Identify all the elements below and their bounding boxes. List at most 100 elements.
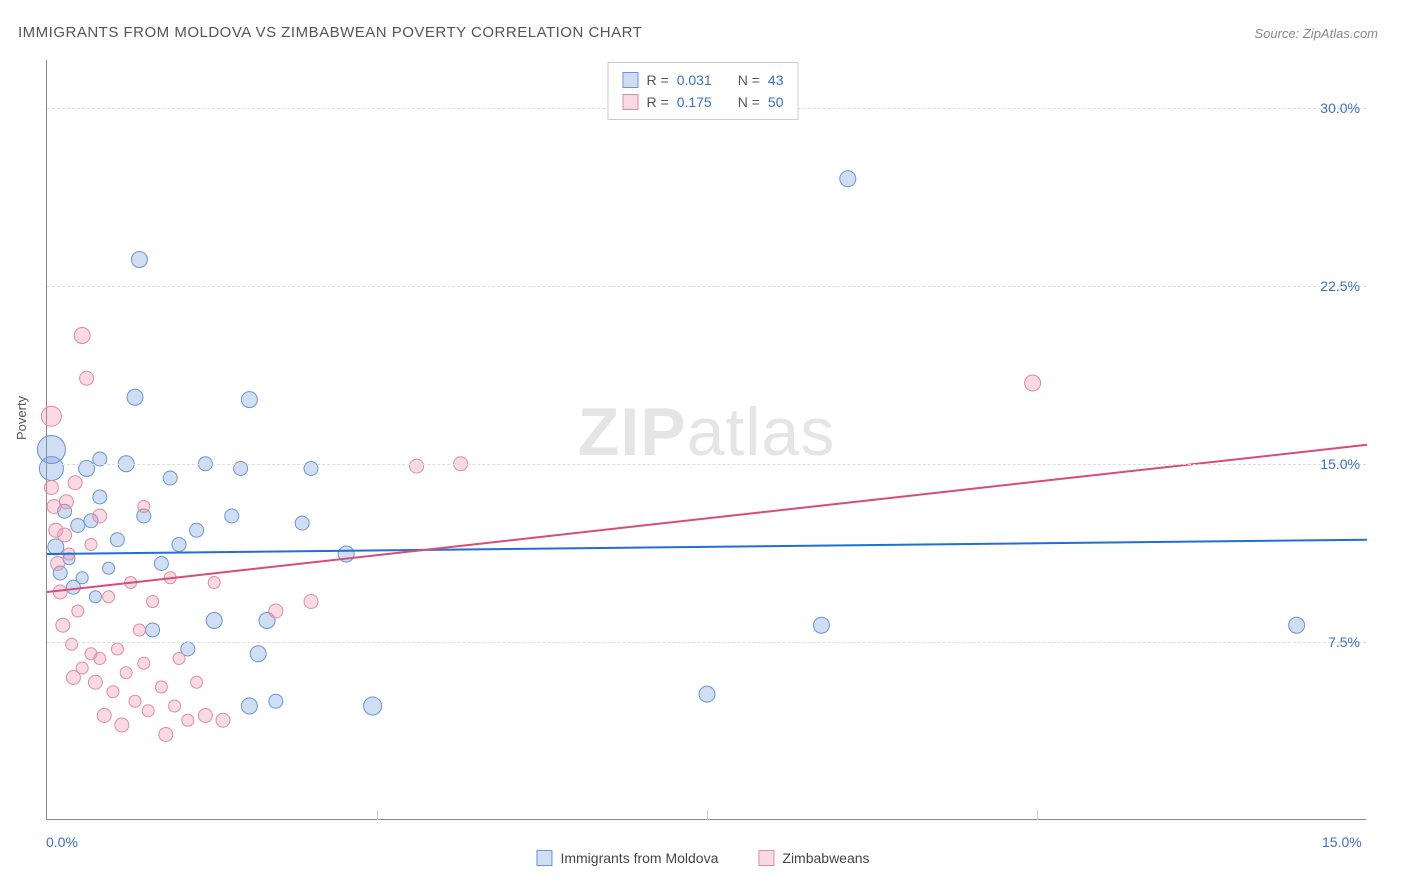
y-tick-label: 15.0%	[1310, 456, 1360, 472]
data-point	[169, 700, 181, 712]
data-point	[120, 667, 132, 679]
data-point	[364, 697, 382, 715]
data-point	[216, 713, 230, 727]
trend-line	[47, 540, 1367, 554]
data-point	[699, 686, 715, 702]
legend-swatch	[623, 72, 639, 88]
data-point	[146, 623, 160, 637]
r-label: R =	[647, 91, 669, 113]
data-point	[269, 694, 283, 708]
y-tick-label: 7.5%	[1310, 634, 1360, 650]
data-point	[107, 686, 119, 698]
data-point	[250, 646, 266, 662]
data-point	[131, 252, 147, 268]
data-point	[94, 653, 106, 665]
data-point	[76, 662, 88, 674]
y-axis-label: Poverty	[14, 396, 29, 440]
plot-svg	[47, 60, 1366, 819]
data-point	[241, 392, 257, 408]
data-point	[80, 371, 94, 385]
data-point	[103, 562, 115, 574]
data-point	[88, 675, 102, 689]
data-point	[85, 539, 97, 551]
data-point	[172, 538, 186, 552]
data-point	[93, 490, 107, 504]
grid-line-h	[47, 286, 1366, 287]
data-point	[111, 643, 123, 655]
n-label: N =	[738, 69, 760, 91]
data-point	[225, 509, 239, 523]
chart-title: IMMIGRANTS FROM MOLDOVA VS ZIMBABWEAN PO…	[18, 24, 642, 41]
data-point	[813, 617, 829, 633]
data-point	[138, 501, 150, 513]
data-point	[58, 528, 72, 542]
legend-swatch	[758, 850, 774, 866]
data-point	[89, 591, 101, 603]
data-point	[159, 728, 173, 742]
data-point	[76, 572, 88, 584]
x-tick-label: 15.0%	[1322, 834, 1362, 850]
x-minor-tick	[707, 810, 708, 820]
data-point	[155, 681, 167, 693]
data-point	[127, 389, 143, 405]
data-point	[71, 519, 85, 533]
legend-swatch	[536, 850, 552, 866]
data-point	[206, 613, 222, 629]
data-point	[103, 591, 115, 603]
data-point	[208, 577, 220, 589]
legend-swatch	[623, 94, 639, 110]
data-point	[110, 533, 124, 547]
r-value: 0.031	[677, 69, 712, 91]
legend-series-label: Zimbabweans	[782, 850, 869, 866]
plot-area: ZIPatlas	[46, 60, 1366, 820]
data-point	[93, 509, 107, 523]
data-point	[41, 406, 61, 426]
r-value: 0.175	[677, 91, 712, 113]
data-point	[44, 481, 58, 495]
x-minor-tick	[1037, 810, 1038, 820]
y-tick-label: 30.0%	[1310, 100, 1360, 116]
legend-series: Immigrants from Moldova Zimbabweans	[536, 850, 869, 866]
data-point	[97, 709, 111, 723]
data-point	[269, 604, 283, 618]
data-point	[56, 618, 70, 632]
data-point	[154, 557, 168, 571]
data-point	[1025, 375, 1041, 391]
data-point	[133, 624, 145, 636]
data-point	[51, 557, 65, 571]
data-point	[304, 595, 318, 609]
data-point	[190, 523, 204, 537]
n-value: 43	[768, 69, 784, 91]
data-point	[241, 698, 257, 714]
legend-series-item: Zimbabweans	[758, 850, 869, 866]
data-point	[1289, 617, 1305, 633]
y-tick-label: 22.5%	[1310, 278, 1360, 294]
data-point	[37, 436, 65, 464]
n-label: N =	[738, 91, 760, 113]
grid-line-h	[47, 464, 1366, 465]
data-point	[295, 516, 309, 530]
data-point	[115, 718, 129, 732]
grid-line-h	[47, 642, 1366, 643]
legend-stat-row: R = 0.175 N = 50	[623, 91, 784, 113]
x-minor-tick	[377, 810, 378, 820]
data-point	[138, 657, 150, 669]
legend-series-label: Immigrants from Moldova	[560, 850, 718, 866]
legend-stats: R = 0.031 N = 43 R = 0.175 N = 50	[608, 62, 799, 120]
data-point	[410, 459, 424, 473]
data-point	[163, 471, 177, 485]
n-value: 50	[768, 91, 784, 113]
data-point	[840, 171, 856, 187]
source-label: Source: ZipAtlas.com	[1254, 26, 1378, 41]
data-point	[129, 695, 141, 707]
data-point	[142, 705, 154, 717]
data-point	[68, 476, 82, 490]
data-point	[198, 709, 212, 723]
data-point	[173, 653, 185, 665]
x-tick-label: 0.0%	[46, 834, 78, 850]
legend-stat-row: R = 0.031 N = 43	[623, 69, 784, 91]
r-label: R =	[647, 69, 669, 91]
data-point	[59, 495, 73, 509]
data-point	[72, 605, 84, 617]
data-point	[147, 596, 159, 608]
